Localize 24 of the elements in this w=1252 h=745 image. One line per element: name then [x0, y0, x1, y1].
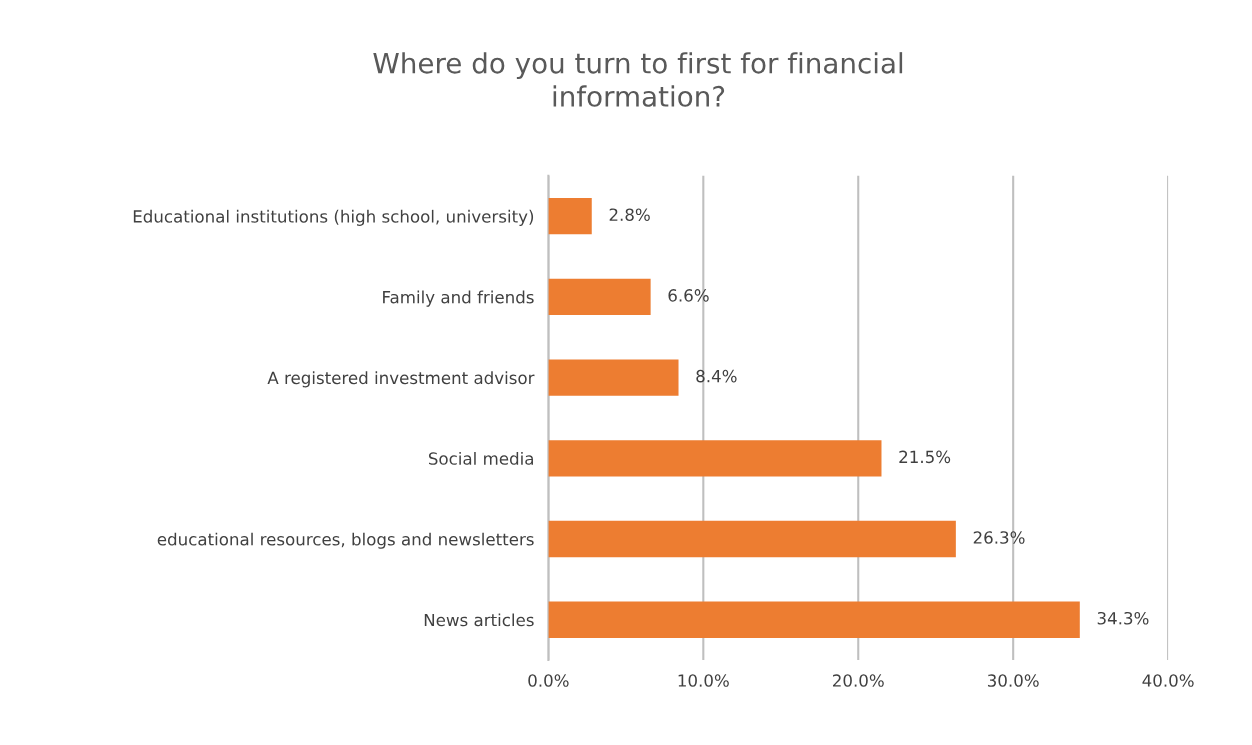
data-label: 6.6% [668, 289, 709, 302]
data-label: 8.4% [696, 369, 737, 383]
chart-title: Where do you turn to first for financial information? [373, 52, 903, 107]
y-tick-label: A registered investment advisor [267, 371, 535, 388]
x-tick-label: 10.0% [678, 674, 729, 687]
data-label: 21.5% [899, 450, 951, 464]
y-tick-label: educational resources, blogs and newsletters [157, 532, 534, 549]
bar [548, 520, 956, 558]
y-tick-label: Family and friends [383, 290, 534, 307]
bar [548, 359, 679, 396]
x-tick-label: 40.0% [1142, 674, 1194, 687]
y-tick-label: Educational institutions (high school, university) [133, 209, 534, 226]
data-label: 26.3% [973, 531, 1025, 544]
bar [548, 198, 592, 235]
y-tick-label: Social media [428, 451, 533, 465]
x-tick-label: 20.0% [832, 674, 884, 687]
x-tick-label: 30.0% [987, 674, 1039, 687]
data-label: 2.8% [609, 208, 650, 222]
bar [548, 440, 882, 477]
bar [548, 278, 651, 316]
x-tick-label: 0.0% [528, 674, 569, 687]
bar [548, 601, 1080, 638]
data-label: 34.3% [1097, 611, 1149, 625]
y-tick-label: News articles [424, 613, 534, 627]
